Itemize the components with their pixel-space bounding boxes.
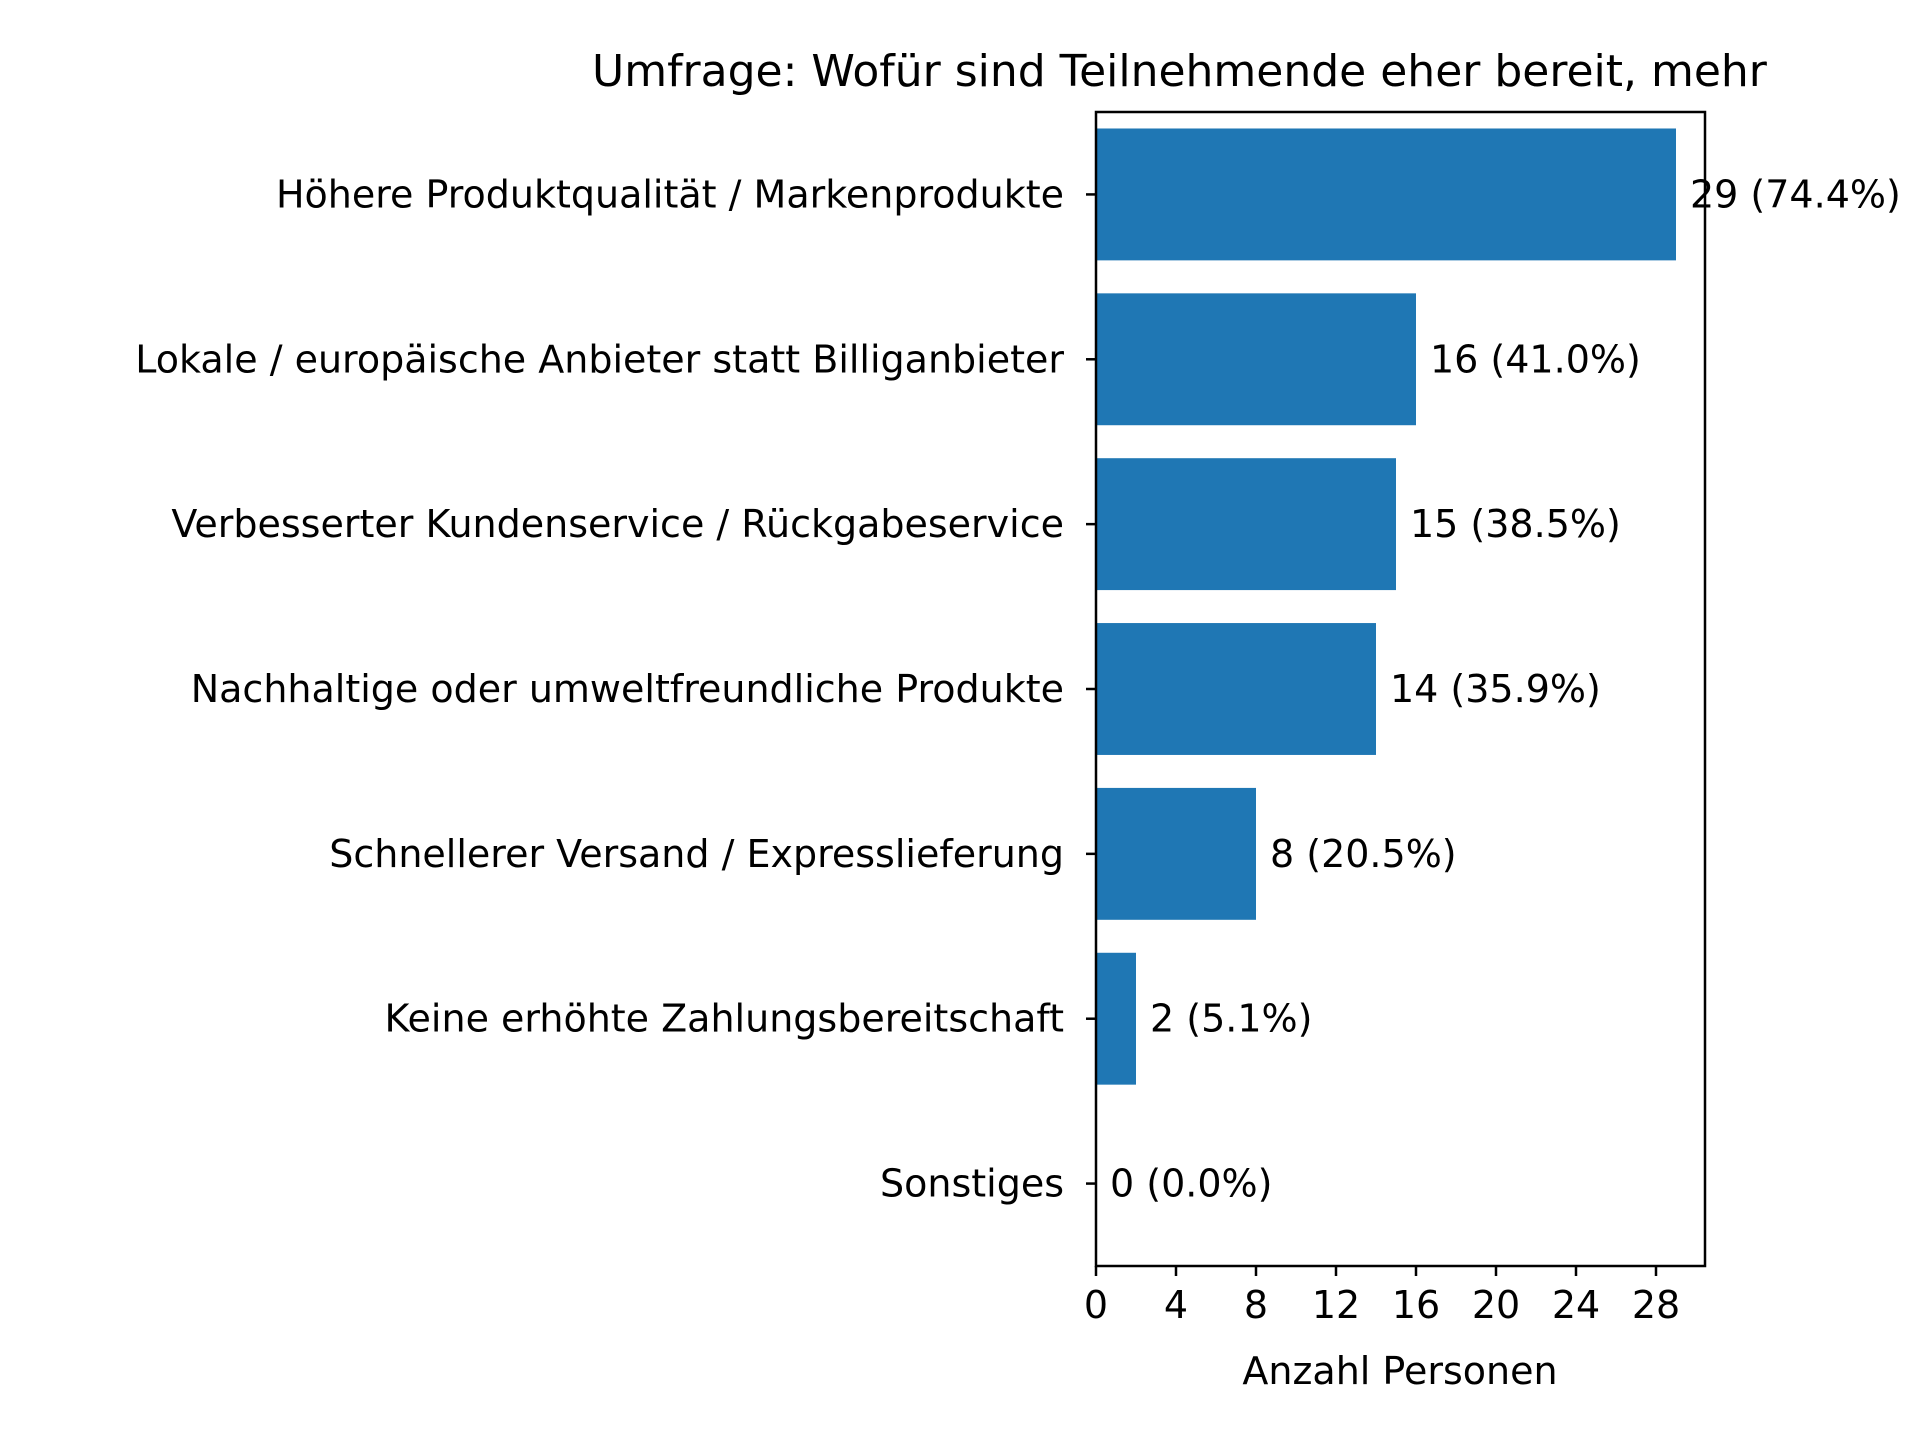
category-label: Keine erhöhte Zahlungsbereitschaft (385, 997, 1064, 1041)
bar (1096, 787, 1256, 920)
category-label: Verbesserter Kundenservice / Rückgabeser… (171, 502, 1064, 546)
chart-title: Umfrage: Wofür sind Teilnehmende eher be… (592, 46, 1768, 97)
bar (1096, 128, 1676, 261)
bar-value-label: 29 (74.4%) (1690, 172, 1901, 216)
x-tick-label: 24 (1552, 1283, 1600, 1327)
bar (1096, 293, 1416, 426)
bar-value-label: 0 (0.0%) (1110, 1162, 1272, 1206)
category-label: Lokale / europäische Anbieter statt Bill… (135, 337, 1064, 381)
x-tick-label: 12 (1312, 1283, 1360, 1327)
bar (1096, 458, 1396, 591)
bars-layer: 29 (74.4%) 16 (41.0%) 15 (38.5%) 14 (35.9%)… (1096, 128, 1901, 1206)
x-tick-label: 8 (1244, 1283, 1268, 1327)
x-axis-label: Anzahl Personen (1242, 1349, 1557, 1393)
bar-value-label: 15 (38.5%) (1410, 502, 1621, 546)
category-label: Höhere Produktqualität / Markenprodukte (276, 172, 1064, 216)
x-tick-label: 4 (1164, 1283, 1188, 1327)
category-label: Schnellerer Versand / Expresslieferung (329, 832, 1064, 876)
x-tick-label: 20 (1472, 1283, 1520, 1327)
y-axis: Höhere Produktqualität / Markenprodukte L… (135, 172, 1096, 1206)
bar-value-label: 2 (5.1%) (1150, 997, 1312, 1041)
bar-value-label: 14 (35.9%) (1390, 667, 1601, 711)
category-label: Sonstiges (880, 1162, 1064, 1206)
bar (1096, 952, 1136, 1085)
x-tick-label: 0 (1084, 1283, 1108, 1327)
x-tick-label: 16 (1392, 1283, 1440, 1327)
bar (1096, 623, 1376, 755)
bar-value-label: 8 (20.5%) (1270, 832, 1457, 876)
bar-value-label: 16 (41.0%) (1430, 337, 1641, 381)
category-label: Nachhaltige oder umweltfreundliche Produ… (191, 667, 1064, 711)
x-tick-label: 28 (1632, 1283, 1680, 1327)
x-axis: 0 4 8 12 16 20 24 28 (1084, 1266, 1680, 1327)
